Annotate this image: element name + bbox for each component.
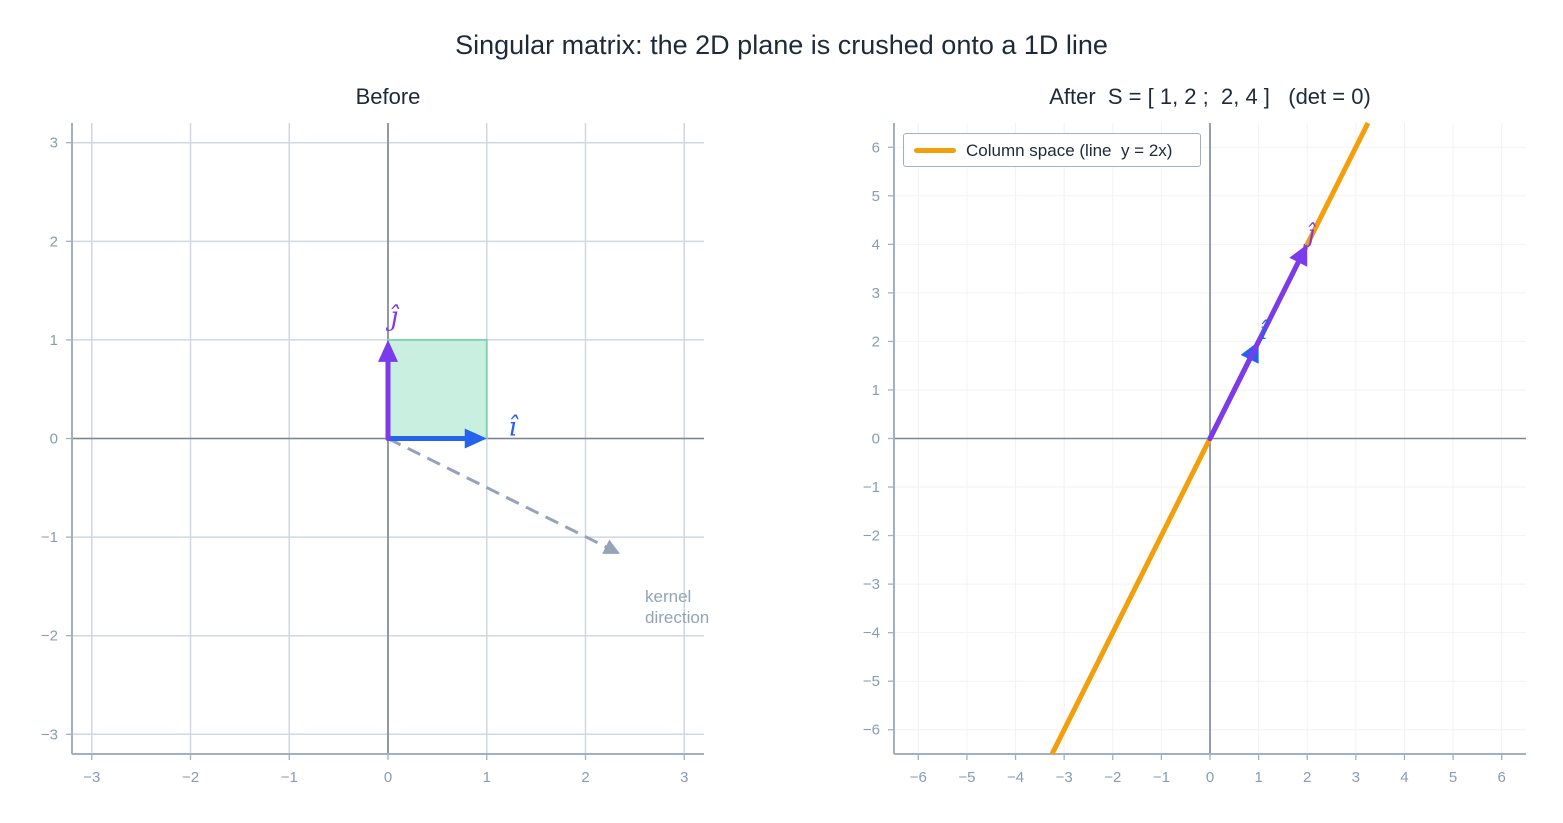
left-panel-title: Before [355, 84, 421, 109]
x-tick-label: 2 [581, 769, 589, 786]
x-tick-label: −1 [281, 769, 298, 786]
y-tick-label: −3 [863, 576, 880, 593]
i_hat-arrow-head [464, 428, 487, 449]
x-tick-label: 3 [680, 769, 688, 786]
y-tick-label: 1 [872, 382, 880, 399]
y-tick-label: −2 [863, 528, 880, 545]
x-tick-label: 2 [1303, 769, 1311, 786]
x-tick-label: 0 [1206, 769, 1214, 786]
y-tick-label: 3 [872, 285, 880, 302]
x-tick-label: −3 [1056, 769, 1073, 786]
y-tick-label: −3 [41, 726, 58, 743]
x-tick-label: −2 [1104, 769, 1121, 786]
y-tick-label: −5 [863, 673, 880, 690]
j-hat-vector-overlap [1207, 334, 1264, 441]
legend-swatch-column-space [914, 148, 956, 153]
x-tick-label: −5 [958, 769, 975, 786]
y-tick-label: −1 [863, 479, 880, 496]
x-tick-label: 3 [1352, 769, 1360, 786]
legend: Column space (line y = 2x) [903, 133, 1201, 167]
y-tick-label: −4 [863, 625, 880, 642]
y-tick-label: 1 [50, 332, 58, 349]
legend-label: Column space (line y = 2x) [966, 141, 1173, 160]
y-tick-label: 0 [872, 431, 880, 448]
right-panel-title: After S = [ 1, 2 ; 2, 4 ] (det = 0) [1049, 84, 1371, 109]
i-hat-label: î [1260, 317, 1270, 345]
y-tick-label: −6 [863, 722, 880, 739]
x-tick-label: −6 [910, 769, 927, 786]
x-tick-label: −1 [1153, 769, 1170, 786]
x-tick-label: 1 [483, 769, 491, 786]
y-tick-label: −2 [41, 628, 58, 645]
x-tick-label: 1 [1254, 769, 1262, 786]
unit-square [387, 338, 488, 440]
y-tick-label: 4 [872, 236, 880, 253]
j-hat-label: ĵ [1303, 220, 1316, 248]
y-tick-label: 5 [872, 188, 880, 205]
y-tick-label: 2 [872, 333, 880, 350]
i-hat-label: î [508, 413, 519, 443]
x-tick-label: 5 [1449, 769, 1457, 786]
j_hat-arrow-head [378, 339, 398, 362]
y-tick-label: −1 [41, 529, 58, 546]
x-tick-label: 4 [1400, 769, 1408, 786]
x-tick-label: −2 [182, 769, 199, 786]
x-tick-label: 0 [384, 769, 392, 786]
kernel-arrow-head [602, 539, 621, 554]
y-tick-label: 3 [50, 135, 58, 152]
kernel-arrow-shaft [387, 437, 609, 549]
y-tick-label: 2 [50, 233, 58, 250]
x-tick-label: −3 [83, 769, 100, 786]
right-plot-area: −6 −5 −4 −3 −2 −1 0 1 2 3 4 5 6 −6 −5 −4 −3 −2 −1 0 1 2 3 4 5 6 î ĵ [863, 121, 1526, 786]
figure-title: Singular matrix: the 2D plane is crushed… [455, 30, 1108, 60]
x-tick-label: 6 [1498, 769, 1506, 786]
y-tick-label: 0 [50, 431, 58, 448]
y-tick-label: 6 [872, 139, 880, 156]
x-tick-label: −4 [1007, 769, 1024, 786]
kernel-direction-label: kernel direction [645, 587, 710, 627]
j_hat-arrow-head [1289, 244, 1308, 267]
